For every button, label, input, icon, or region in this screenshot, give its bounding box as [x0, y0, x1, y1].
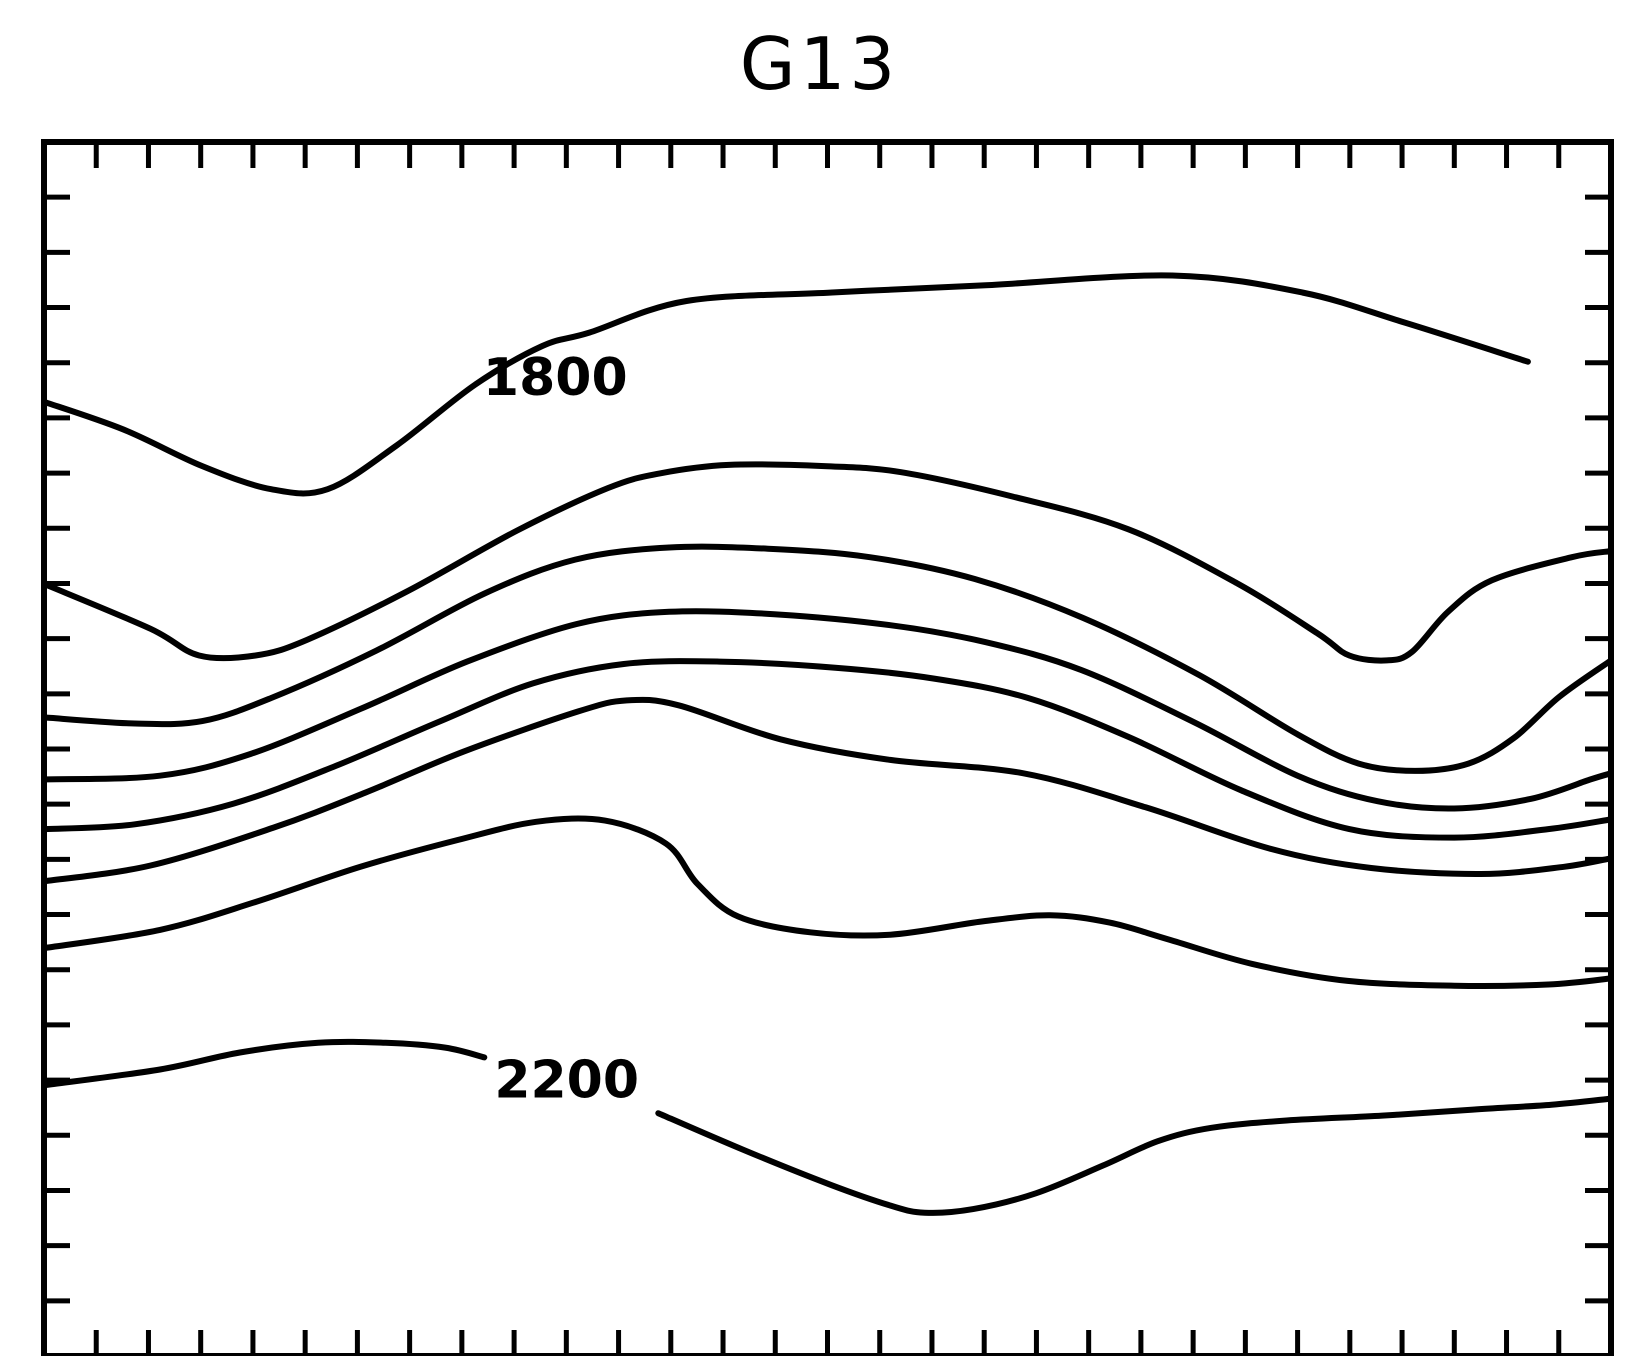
contour-label-2200: 2200	[494, 1050, 639, 1110]
contour-line-7	[41, 815, 1614, 989]
contour-line-1	[41, 272, 1531, 497]
contour-label-1800: 1800	[483, 348, 628, 408]
contour-lines	[41, 272, 1614, 1216]
axis-ticks	[44, 142, 1611, 1356]
contour-line-8	[41, 1038, 488, 1089]
contour-line-4	[41, 608, 1614, 812]
chart-title: G13	[739, 22, 900, 106]
contour-line-9	[655, 1095, 1614, 1216]
contour-line-2	[41, 461, 1614, 664]
contour-line-3	[41, 543, 1614, 774]
contour-line-6	[41, 696, 1614, 885]
contour-line-5	[41, 658, 1614, 841]
contour-labels: 1800 2200	[483, 348, 639, 1111]
